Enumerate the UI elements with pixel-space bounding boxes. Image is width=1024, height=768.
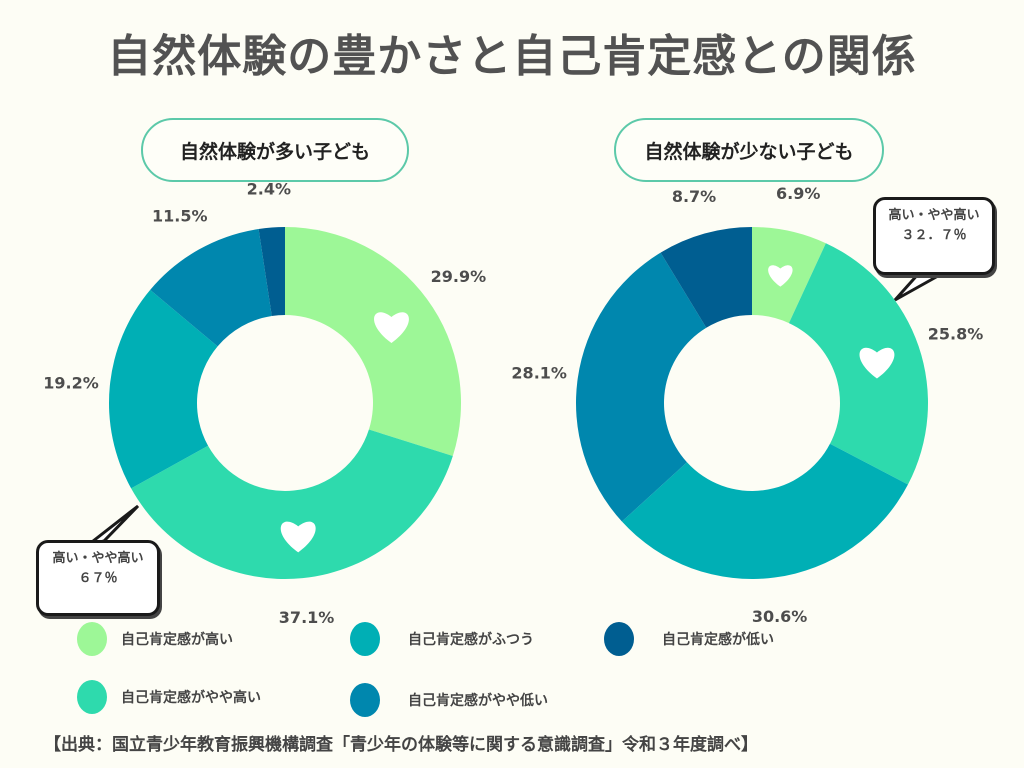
donut-few-slice-4: [660, 227, 752, 328]
heart-icon-many-1: [280, 521, 316, 553]
donut-few-label-0: 6.9%: [776, 184, 820, 203]
legend-swatch-high: [77, 622, 107, 656]
legend-swatch-low: [604, 622, 634, 656]
page-title: 自然体験の豊かさと自己肯定感との関係: [107, 31, 917, 82]
donut-few-slice-1: [788, 243, 928, 485]
callout-right: 高い・やや高い ３２．７％: [873, 197, 995, 275]
callout-right-line2: ３２．７％: [901, 228, 967, 243]
donut-few-slice-2: [621, 443, 908, 580]
donut-many-slice-1: [131, 429, 453, 579]
donut-few-label-1: 25.8%: [928, 325, 984, 344]
callout-left: 高い・やや高い ６７％: [36, 540, 160, 616]
source-citation: 【出典：国立青少年教育振興機構調査「青少年の体験等に関する意識調査」令和３年度調…: [44, 735, 758, 755]
legend-label-low: 自己肯定感が低い: [662, 632, 774, 648]
legend-label-somewhat-low: 自己肯定感がやや低い: [408, 693, 548, 709]
callout-right-line1: 高い・やや高い: [888, 208, 980, 223]
chart-title-few-experience: 自然体験が少ない子ども: [614, 118, 884, 182]
donut-few-label-4: 8.7%: [672, 187, 716, 206]
donut-many-label-0: 29.9%: [431, 267, 487, 286]
heart-icon-few-0: [768, 265, 793, 287]
heart-icon-many-0: [374, 312, 409, 343]
donut-few-slice-3: [575, 252, 707, 522]
legend-item-high: 自己肯定感が高い: [77, 622, 233, 656]
chart-title-many-experience: 自然体験が多い子ども: [141, 118, 409, 182]
legend-swatch-somewhat-high: [77, 680, 107, 714]
donut-many-label-1: 37.1%: [279, 608, 335, 627]
donut-many-slice-0: [285, 227, 461, 457]
legend-label-normal: 自己肯定感がふつう: [408, 632, 534, 648]
legend-label-high: 自己肯定感が高い: [121, 632, 233, 648]
legend-item-low: 自己肯定感が低い: [604, 622, 774, 656]
legend-swatch-normal: [350, 622, 380, 656]
callout-left-line2: ６７％: [78, 571, 118, 586]
donut-many-slice-3: [150, 228, 272, 347]
callout-left-line1: 高い・やや高い: [52, 551, 144, 566]
donut-many-label-3: 11.5%: [152, 207, 208, 226]
legend-label-somewhat-high: 自己肯定感がやや高い: [121, 690, 261, 706]
legend-swatch-somewhat-low: [350, 683, 380, 717]
legend-item-normal: 自己肯定感がふつう: [350, 622, 534, 656]
legend-item-somewhat-high: 自己肯定感がやや高い: [77, 680, 261, 714]
donut-many-label-4: 2.4%: [247, 180, 291, 199]
donut-many-slice-2: [109, 289, 218, 489]
donut-many-label-2: 19.2%: [43, 373, 99, 392]
legend-item-somewhat-low: 自己肯定感がやや低い: [350, 683, 548, 717]
donut-many-slice-4: [258, 227, 285, 316]
donut-few-label-3: 28.1%: [511, 363, 567, 382]
callout-right-tail: [893, 270, 951, 302]
donut-few-label-2: 30.6%: [752, 607, 808, 626]
heart-icon-few-1: [859, 347, 895, 379]
